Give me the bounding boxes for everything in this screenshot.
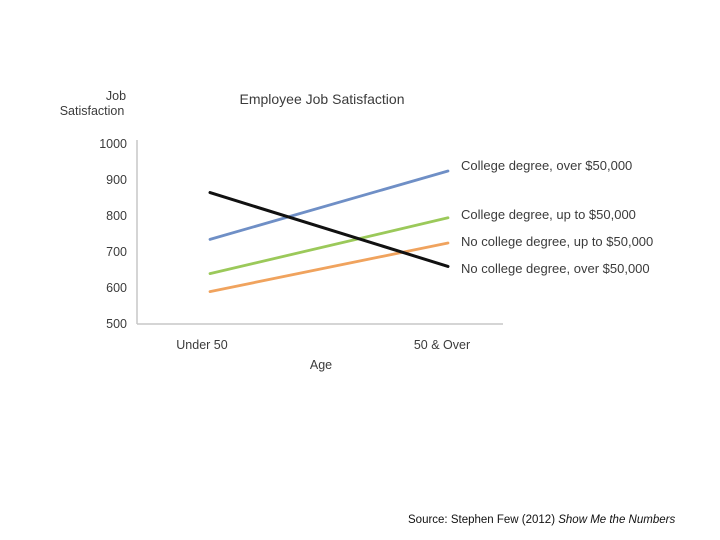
- x-tick-labels: Under 50 50 & Over: [176, 338, 470, 352]
- source-note-title: Show Me the Numbers: [558, 514, 676, 526]
- x-tick-label: 50 & Over: [414, 338, 470, 352]
- legend-item-label: College degree, up to $50,000: [461, 207, 636, 222]
- y-tick-label: 600: [106, 281, 127, 295]
- inline-legend: College degree, over $50,000 College degr…: [461, 158, 653, 276]
- series-line: [208, 216, 450, 276]
- source-note: Source: Stephen Few (2012) Show Me the N…: [408, 514, 675, 526]
- y-axis-label-line-2: Satisfaction: [60, 104, 125, 118]
- y-tick-label: 800: [106, 209, 127, 223]
- source-note-prefix: Source: Stephen Few (2012): [408, 514, 559, 526]
- y-tick-label: 500: [106, 317, 127, 331]
- series-line: [208, 191, 450, 268]
- legend-item-label: No college degree, over $50,000: [461, 261, 650, 276]
- y-axis-label-line-1: Job: [106, 89, 126, 103]
- y-tick-labels: 1000 900 800 700 600 500: [99, 137, 127, 331]
- chart-title: Employee Job Satisfaction: [240, 91, 405, 107]
- series-line: [208, 241, 450, 294]
- y-tick-label: 900: [106, 173, 127, 187]
- x-tick-label: Under 50: [176, 338, 227, 352]
- legend-item-label: College degree, over $50,000: [461, 158, 632, 173]
- legend-item-label: No college degree, up to $50,000: [461, 234, 653, 249]
- series-lines: [208, 169, 450, 294]
- y-tick-label: 700: [106, 245, 127, 259]
- series-line: [208, 169, 450, 241]
- x-axis-label: Age: [310, 358, 332, 372]
- y-tick-label: 1000: [99, 137, 127, 151]
